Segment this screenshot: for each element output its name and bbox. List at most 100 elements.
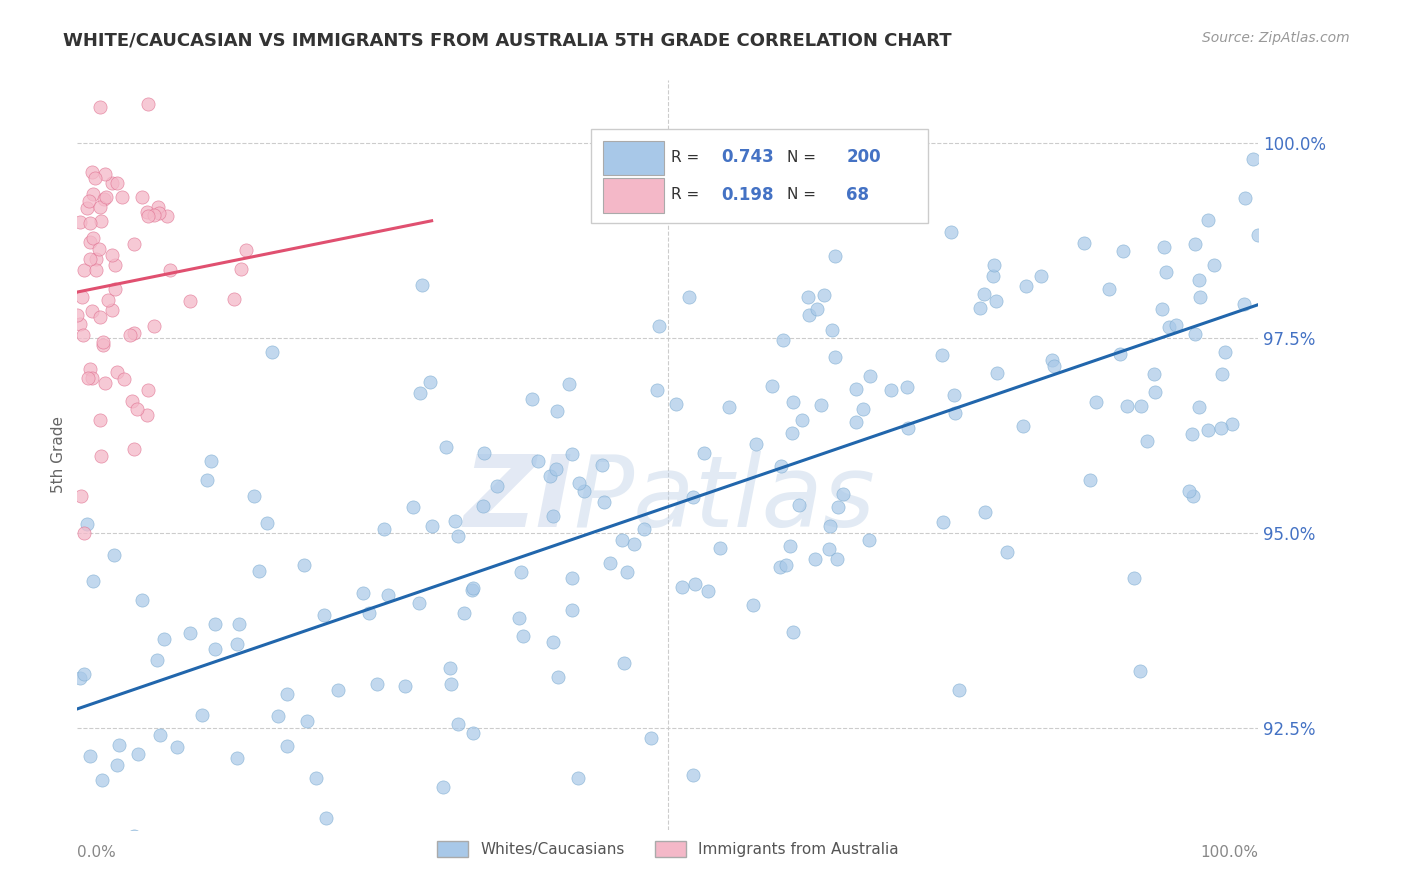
Point <box>87 242 110 256</box>
Point <box>780 425 803 440</box>
Point <box>200 454 222 468</box>
Point <box>179 294 201 309</box>
Point <box>135 204 157 219</box>
Point <box>671 580 693 594</box>
Text: 100.0%: 100.0% <box>1201 846 1258 860</box>
Point <box>79 252 101 266</box>
Point <box>401 500 423 514</box>
Point <box>1181 426 1204 441</box>
Point <box>153 632 176 646</box>
Point <box>859 369 882 384</box>
Point <box>352 586 374 600</box>
Point <box>510 565 533 579</box>
Point <box>305 772 328 786</box>
Point <box>1233 297 1256 311</box>
Point <box>93 338 115 352</box>
Point <box>1043 359 1066 373</box>
Point <box>242 489 264 503</box>
Point <box>432 780 454 794</box>
Point <box>127 747 149 761</box>
Point <box>366 677 388 691</box>
Point <box>1143 367 1166 381</box>
Point <box>69 317 91 331</box>
Point <box>166 852 188 866</box>
Text: R =: R = <box>672 187 704 202</box>
Point <box>72 263 94 277</box>
Point <box>827 500 849 514</box>
Point <box>682 491 704 505</box>
Point <box>101 302 124 317</box>
Point <box>1211 420 1233 434</box>
Point <box>678 290 700 304</box>
Point <box>775 558 797 573</box>
Point <box>434 440 457 454</box>
Point <box>769 459 792 474</box>
Point <box>817 541 839 556</box>
Point <box>146 653 169 667</box>
Point <box>640 731 662 746</box>
Point <box>1031 269 1053 284</box>
Point <box>82 574 104 588</box>
Point <box>790 413 813 427</box>
Point <box>267 708 290 723</box>
Point <box>101 176 124 190</box>
Point <box>787 498 810 512</box>
Point <box>1178 484 1201 499</box>
Point <box>943 406 966 420</box>
Point <box>79 362 101 376</box>
Point <box>100 248 122 262</box>
Point <box>73 667 96 681</box>
Point <box>1129 664 1152 678</box>
Point <box>111 190 134 204</box>
Y-axis label: 5th Grade: 5th Grade <box>51 417 66 493</box>
Point <box>797 308 820 322</box>
Text: 200: 200 <box>846 148 880 167</box>
Point <box>166 740 188 755</box>
Point <box>89 310 111 324</box>
Point <box>89 201 111 215</box>
Point <box>1152 301 1174 316</box>
Point <box>256 516 278 531</box>
Point <box>616 566 638 580</box>
Text: Patlas: Patlas <box>574 451 876 549</box>
Point <box>93 193 115 207</box>
Legend: Whites/Caucasians, Immigrants from Australia: Whites/Caucasians, Immigrants from Austr… <box>432 835 904 863</box>
Point <box>76 201 98 215</box>
Point <box>84 252 107 267</box>
Text: N =: N = <box>787 187 821 202</box>
Point <box>94 167 117 181</box>
Point <box>394 679 416 693</box>
Point <box>90 449 112 463</box>
Point <box>420 519 443 533</box>
Text: ZI: ZI <box>464 451 574 549</box>
Point <box>122 442 145 457</box>
Point <box>897 421 920 435</box>
Point <box>89 100 111 114</box>
Point <box>124 236 146 251</box>
Point <box>813 288 835 302</box>
Point <box>858 533 880 548</box>
Point <box>973 505 995 519</box>
Point <box>995 545 1018 559</box>
Point <box>943 388 966 402</box>
Point <box>806 301 828 316</box>
Point <box>612 533 634 547</box>
Point <box>984 294 1007 309</box>
Point <box>685 576 707 591</box>
Point <box>143 208 166 222</box>
Point <box>1187 273 1209 287</box>
Point <box>105 757 128 772</box>
Point <box>1015 279 1038 293</box>
Point <box>796 289 818 303</box>
Point <box>73 526 96 541</box>
Point <box>804 552 827 566</box>
Point <box>108 738 131 752</box>
Point <box>80 303 103 318</box>
Point <box>1078 474 1101 488</box>
Point <box>136 96 159 111</box>
Point <box>156 210 179 224</box>
Point <box>821 323 844 337</box>
Point <box>191 708 214 723</box>
Point <box>276 739 298 753</box>
Point <box>561 602 583 616</box>
